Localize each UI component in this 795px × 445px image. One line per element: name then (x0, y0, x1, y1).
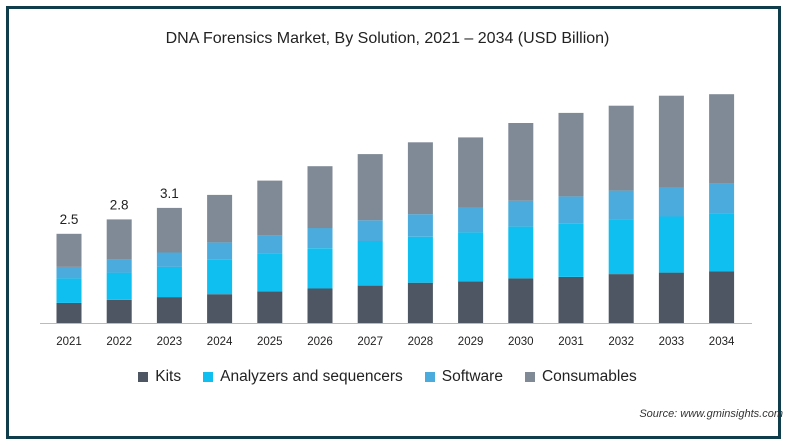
bar-segment-kits-2026 (307, 288, 333, 323)
bar-segment-software-2027 (357, 220, 383, 241)
x-tick-label-2024: 2024 (207, 336, 233, 348)
bar-segment-kits-2023 (156, 297, 182, 323)
bar-segment-analyzers-and-sequencers-2033 (658, 216, 684, 273)
x-tick-label-2021: 2021 (56, 336, 82, 348)
x-tick-label-2027: 2027 (357, 336, 383, 348)
bar-segment-consumables-2028 (407, 142, 433, 215)
bar-segment-software-2029 (458, 207, 484, 233)
bar-segment-analyzers-and-sequencers-2026 (307, 248, 333, 289)
bar-segment-kits-2024 (207, 294, 233, 323)
bar-segment-kits-2021 (56, 302, 82, 323)
chart-title: DNA Forensics Market, By Solution, 2021 … (165, 30, 610, 47)
bar-segment-software-2034 (709, 183, 735, 214)
x-tick-label-2028: 2028 (408, 336, 434, 348)
bar-segment-consumables-2026 (307, 166, 333, 229)
bar-segment-software-2030 (508, 200, 534, 227)
x-tick-label-2023: 2023 (157, 336, 183, 348)
bar-segment-software-2024 (207, 242, 233, 260)
bar-segment-analyzers-and-sequencers-2032 (608, 219, 634, 275)
bar-segment-analyzers-and-sequencers-2025 (257, 253, 283, 292)
data-label-2021: 2.5 (60, 212, 79, 227)
bar-segment-software-2031 (558, 196, 584, 224)
bar-segment-software-2023 (156, 252, 182, 267)
bar-segment-analyzers-and-sequencers-2029 (458, 232, 484, 282)
legend-swatch-kits (138, 372, 149, 382)
bar-segment-consumables-2031 (558, 112, 584, 197)
legend-item-kits: Kits (138, 368, 181, 386)
legend-item-software: Software (424, 368, 503, 386)
x-tick-label-2022: 2022 (106, 336, 132, 348)
bar-segment-consumables-2033 (658, 95, 684, 188)
data-label-2022: 2.8 (110, 197, 129, 212)
bar-segment-analyzers-and-sequencers-2023 (156, 266, 182, 298)
legend-swatch-consumables (524, 372, 535, 382)
chart-legend: Kits Analyzers and sequencers Software Cons… (0, 368, 775, 386)
legend-label-consumables: Consumables (541, 368, 637, 385)
legend-label-analyzers-and-sequencers: Analyzers and sequencers (220, 368, 403, 385)
bar-segment-consumables-2025 (257, 180, 283, 236)
bar-segment-software-2026 (307, 228, 333, 249)
x-tick-label-2030: 2030 (508, 336, 534, 348)
bar-segment-software-2028 (407, 214, 433, 237)
legend-item-analyzers-and-sequencers: Analyzers and sequencers (203, 368, 403, 386)
bar-segment-consumables-2032 (608, 105, 634, 191)
bar-segment-analyzers-and-sequencers-2021 (56, 278, 82, 303)
bar-segment-consumables-2029 (458, 137, 484, 208)
bar-segment-software-2025 (257, 235, 283, 254)
x-tick-label-2026: 2026 (307, 336, 333, 348)
bar-segment-analyzers-and-sequencers-2031 (558, 223, 584, 277)
bar-segment-kits-2033 (658, 272, 684, 323)
bar-segment-kits-2034 (709, 271, 735, 323)
x-tick-label-2032: 2032 (608, 336, 634, 348)
bar-segment-analyzers-and-sequencers-2024 (207, 259, 233, 295)
legend-swatch-analyzers-and-sequencers (203, 372, 214, 382)
legend-swatch-software (424, 372, 435, 382)
bar-segment-consumables-2024 (207, 194, 233, 243)
bar-segment-kits-2031 (558, 277, 584, 323)
bar-segment-analyzers-and-sequencers-2027 (357, 241, 383, 286)
bar-segment-consumables-2034 (709, 94, 735, 184)
bar-segment-consumables-2021 (56, 233, 82, 267)
bar-segment-software-2022 (106, 259, 132, 273)
data-label-2023: 3.1 (160, 186, 179, 201)
x-tick-label-2034: 2034 (709, 336, 735, 348)
legend-label-software: Software (441, 368, 503, 385)
x-tick-label-2031: 2031 (558, 336, 584, 348)
bar-segment-kits-2032 (608, 274, 634, 323)
bar-segment-analyzers-and-sequencers-2034 (709, 213, 735, 272)
bar-segment-consumables-2023 (156, 207, 182, 253)
bar-segment-software-2032 (608, 190, 634, 220)
legend-label-kits: Kits (155, 368, 182, 385)
bar-segment-kits-2025 (257, 291, 283, 323)
bar-segment-kits-2028 (407, 282, 433, 323)
legend-item-consumables: Consumables (524, 368, 637, 386)
x-tick-label-2033: 2033 (659, 336, 685, 348)
bar-segment-consumables-2030 (508, 123, 534, 201)
bar-segment-kits-2022 (106, 300, 132, 323)
bar-segment-analyzers-and-sequencers-2030 (508, 226, 534, 279)
bar-segment-kits-2030 (508, 278, 534, 323)
bar-segment-consumables-2027 (357, 154, 383, 221)
x-tick-label-2029: 2029 (458, 336, 484, 348)
x-tick-label-2025: 2025 (257, 336, 283, 348)
bar-segment-analyzers-and-sequencers-2022 (106, 272, 132, 300)
source-note: Source: www.gminsights.com (639, 408, 783, 420)
bar-segment-software-2021 (56, 266, 82, 279)
bar-segment-analyzers-and-sequencers-2028 (407, 236, 433, 283)
bar-segment-kits-2027 (357, 285, 383, 323)
bar-segment-kits-2029 (458, 281, 484, 323)
bar-segment-software-2033 (658, 187, 684, 217)
bar-segment-consumables-2022 (106, 219, 132, 260)
chart-frame (6, 6, 781, 439)
